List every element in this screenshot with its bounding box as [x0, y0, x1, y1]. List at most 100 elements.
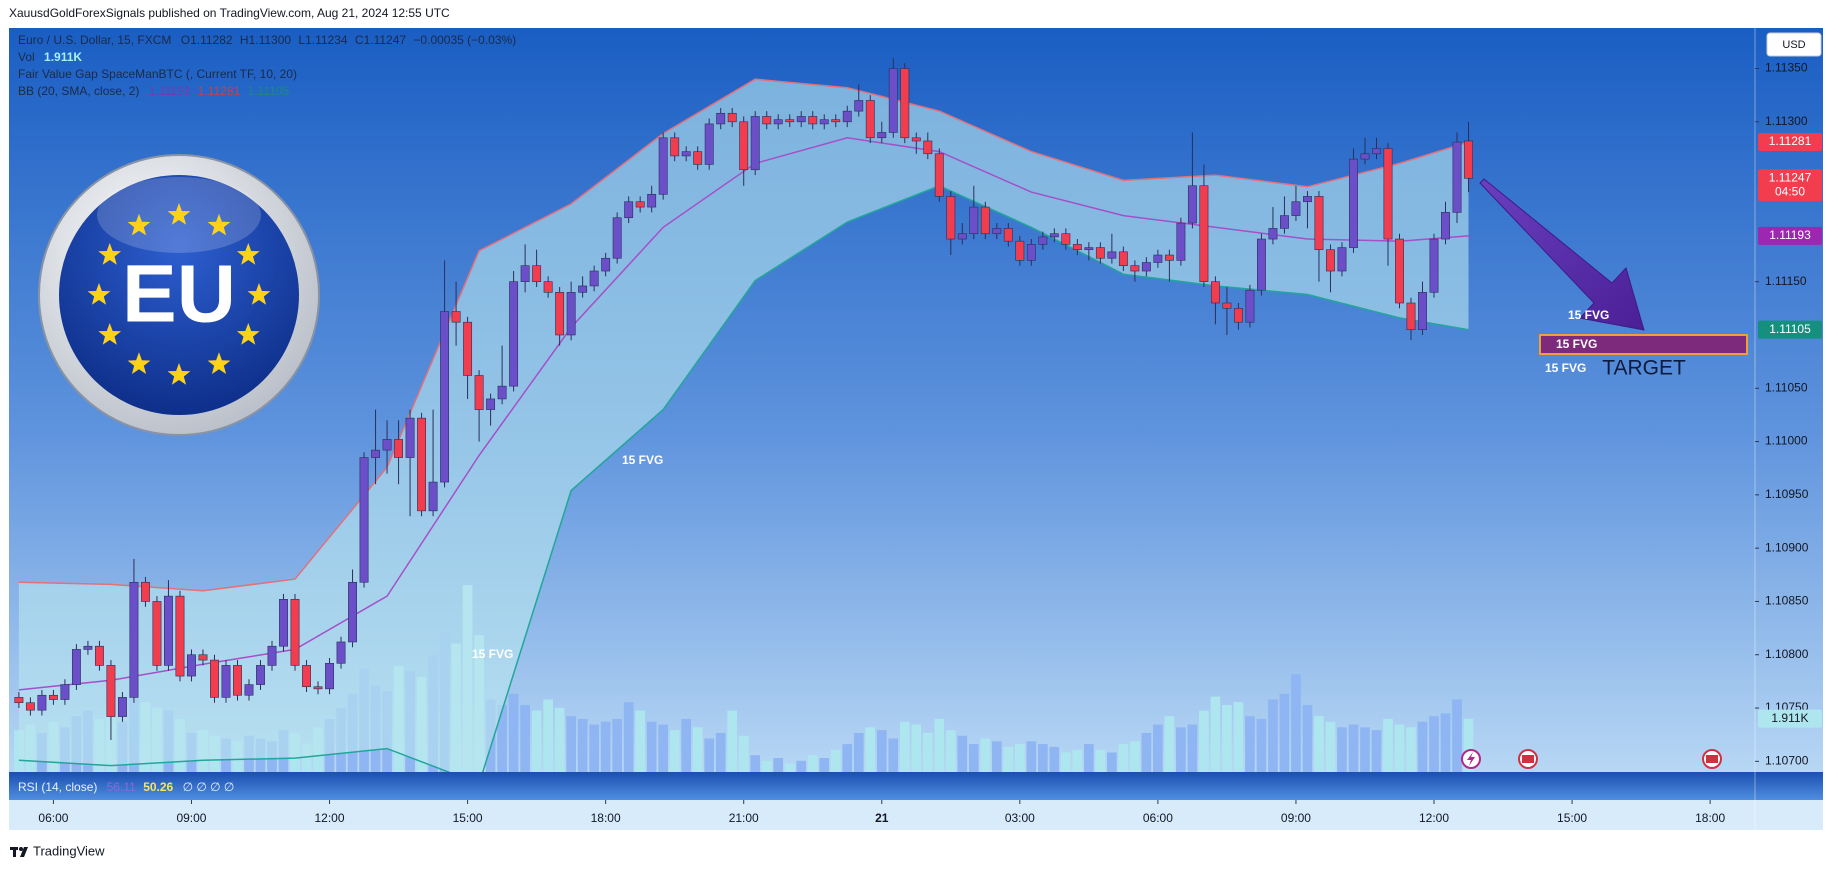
candle-body [348, 581, 357, 643]
candle-body [1026, 244, 1036, 261]
candle-body [221, 665, 231, 698]
candle-body [1038, 236, 1048, 245]
overlay: EU 15 FVG TARGET 15 FVG 15 FVG 15 FVG 15… [10, 32, 1822, 858]
candle-body [325, 662, 334, 690]
logo-star [98, 323, 122, 345]
volume-bar [1394, 724, 1405, 772]
volume-bar [1325, 721, 1336, 772]
y-tick-label: 1.10900 [1765, 540, 1809, 554]
candle-body [635, 201, 645, 208]
last-price-tag [1758, 169, 1822, 202]
lower-band-tag-label: 1.11105 [1769, 322, 1811, 336]
volume-bar [1417, 721, 1428, 772]
volume-bar [727, 710, 738, 772]
y-tick-label: 1.11000 [1765, 434, 1808, 448]
x-tick-label: 15:00 [1557, 811, 1587, 825]
y-tick-label: 1.10850 [1765, 594, 1809, 608]
volume-bar [1118, 744, 1129, 772]
last-price-tag-countdown: 04:50 [1775, 184, 1805, 198]
logo-star [87, 283, 111, 305]
candle-body [417, 417, 427, 512]
candle-body [1049, 233, 1059, 238]
volume-bar [819, 758, 830, 772]
y-tick-label: 1.10700 [1765, 754, 1809, 768]
legend-open: O1.11282 [181, 33, 233, 47]
plot-area [14, 57, 1474, 772]
candle-body [900, 68, 910, 139]
candle-body [842, 110, 852, 123]
currency-box[interactable] [1766, 32, 1822, 57]
volume-bar [842, 744, 853, 772]
candle-body [279, 599, 288, 647]
candle-body [394, 439, 404, 458]
logo-star [236, 243, 260, 265]
logo-part [13, 847, 16, 857]
candle-body [1314, 196, 1324, 251]
volume-bar [1233, 702, 1244, 772]
candle-body [1107, 251, 1117, 259]
volume-bar [1406, 727, 1416, 772]
candle-body [1118, 251, 1128, 266]
candle-body [911, 137, 921, 142]
legend-line: Fair Value Gap SpaceManBTC (, Current TF… [18, 67, 297, 81]
volume-bar [773, 758, 784, 772]
legend-line: BB (20, SMA, close, 2) 1.11193 1.11281 1… [18, 84, 289, 98]
legend-bb-upper: 1.11281 [198, 84, 241, 98]
x-tick-label: 12:00 [315, 811, 345, 825]
logo-disc [59, 175, 299, 415]
candle-body [555, 292, 565, 336]
candle-body [1176, 222, 1186, 261]
volume-bar [876, 730, 887, 772]
volume-bar [761, 760, 772, 772]
volume-bar [520, 705, 530, 772]
candle-body [382, 439, 392, 451]
volume-bar [945, 730, 956, 772]
candle-body [1164, 254, 1174, 261]
candle-body [796, 116, 806, 123]
legend-close: C1.11247 [355, 33, 406, 47]
volume-bar [853, 732, 864, 772]
candle-body [474, 375, 484, 410]
candle-body [1464, 140, 1473, 179]
volume-bar [1268, 699, 1278, 772]
volume-bar [600, 721, 611, 772]
fvg-label: 15 FVG [1568, 308, 1609, 322]
logo-star [167, 363, 191, 385]
volume-bar [531, 710, 542, 772]
volume-bar [1291, 674, 1301, 772]
volume-bar [807, 755, 818, 772]
candle-body [566, 292, 576, 336]
candle-body [1349, 158, 1358, 248]
candle-body [1084, 247, 1094, 251]
candle-body [946, 196, 956, 240]
candle-body [670, 137, 680, 157]
volume-bar [1026, 741, 1037, 772]
volume-bar [1095, 749, 1106, 772]
legend-bb-basis: 1.11193 [149, 84, 191, 98]
bb-lower [18, 184, 1469, 772]
volume-bar [497, 705, 507, 772]
candle-body [1441, 212, 1450, 240]
logo-text: EU [122, 249, 236, 340]
logo-star [127, 213, 151, 236]
candle-body [175, 595, 185, 677]
volume-bar [669, 730, 680, 772]
candle-body [1280, 215, 1289, 229]
legend-symbol: Euro / U.S. Dollar, 15, FXCM [18, 33, 171, 47]
legend-volume-name: Vol [18, 50, 35, 64]
legend-volume-value: 1.911K [44, 50, 82, 64]
event-icon-glyph [1467, 752, 1475, 766]
candle-body [1291, 201, 1301, 216]
candle-body [1452, 141, 1462, 213]
candle-body [83, 645, 93, 650]
candle-body [25, 702, 35, 711]
candle-body [1429, 238, 1439, 293]
volume-bar [1141, 732, 1152, 772]
candle-body [1199, 185, 1209, 282]
x-tick-label: 06:00 [38, 811, 68, 825]
fvg-label: 15 FVG [1545, 361, 1586, 375]
currency-label[interactable]: USD [1782, 39, 1805, 51]
candle-body [980, 206, 990, 235]
